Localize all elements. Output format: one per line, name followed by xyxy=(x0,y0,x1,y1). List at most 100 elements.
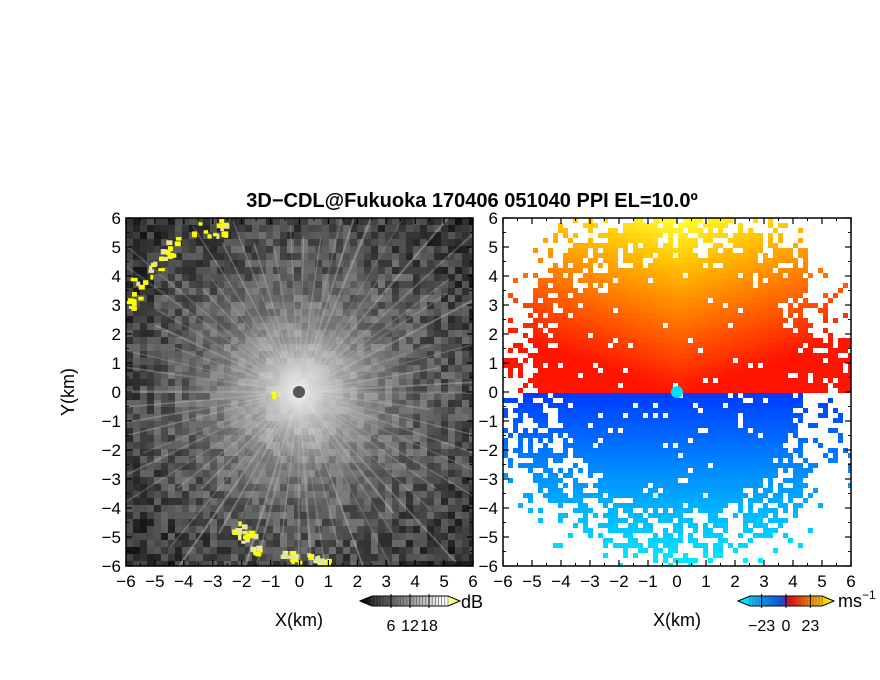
intensity-cell xyxy=(343,547,350,554)
intensity-cell xyxy=(427,477,434,484)
velocity-cell xyxy=(593,258,598,263)
velocity-cell xyxy=(598,343,603,348)
velocity-cell xyxy=(773,258,778,263)
intensity-cell xyxy=(161,288,168,295)
velocity-cell xyxy=(553,263,558,268)
intensity-cell xyxy=(154,260,161,267)
velocity-cell xyxy=(543,378,548,383)
velocity-cell xyxy=(553,288,558,293)
intensity-cell xyxy=(448,302,455,309)
velocity-cell xyxy=(563,368,568,373)
velocity-cell xyxy=(558,288,563,293)
intensity-cell xyxy=(196,260,203,267)
velocity-cell xyxy=(638,228,643,233)
velocity-cell xyxy=(783,293,788,298)
intensity-cell xyxy=(399,232,406,239)
intensity-cell xyxy=(406,519,413,526)
intensity-cell xyxy=(168,225,175,232)
intensity-cell xyxy=(182,505,189,512)
velocity-cell xyxy=(673,338,678,343)
velocity-cell xyxy=(648,328,653,333)
intensity-cell xyxy=(399,246,406,253)
velocity-cell xyxy=(658,273,663,278)
intensity-cell xyxy=(140,316,147,323)
velocity-cell xyxy=(683,408,688,413)
velocity-cell xyxy=(808,348,813,353)
velocity-cell xyxy=(578,313,583,318)
velocity-cell xyxy=(568,393,573,398)
velocity-cell xyxy=(833,383,838,388)
intensity-cell xyxy=(448,351,455,358)
intensity-cell xyxy=(350,239,357,246)
velocity-cell xyxy=(638,288,643,293)
intensity-cell xyxy=(441,225,448,232)
velocity-cell xyxy=(703,333,708,338)
intensity-cell xyxy=(357,547,364,554)
velocity-cell xyxy=(568,248,573,253)
velocity-cell xyxy=(533,433,538,438)
velocity-cell xyxy=(523,393,528,398)
velocity-cell xyxy=(588,353,593,358)
velocity-cell xyxy=(763,388,768,393)
velocity-cell xyxy=(758,243,763,248)
velocity-cell xyxy=(608,318,613,323)
velocity-cell xyxy=(608,298,613,303)
intensity-cell xyxy=(462,232,469,239)
velocity-cell xyxy=(703,318,708,323)
velocity-cell xyxy=(548,253,553,258)
velocity-cell xyxy=(733,258,738,263)
velocity-cell xyxy=(773,328,778,333)
intensity-cell xyxy=(434,295,441,302)
velocity-cell xyxy=(828,398,833,403)
velocity-cell xyxy=(583,248,588,253)
velocity-cell xyxy=(788,348,793,353)
velocity-cell xyxy=(783,278,788,283)
velocity-cell xyxy=(633,353,638,358)
intensity-cell xyxy=(126,267,133,274)
velocity-cell xyxy=(778,268,783,273)
velocity-cell xyxy=(578,353,583,358)
velocity-cell xyxy=(743,388,748,393)
intensity-cell xyxy=(217,554,224,561)
intensity-cell xyxy=(371,540,378,547)
velocity-cell xyxy=(648,248,653,253)
velocity-cell xyxy=(518,388,523,393)
velocity-cell xyxy=(558,428,563,433)
velocity-cell xyxy=(733,338,738,343)
velocity-cell xyxy=(803,288,808,293)
intensity-cell xyxy=(469,309,473,316)
velocity-cell xyxy=(708,258,713,263)
velocity-cell xyxy=(563,363,568,368)
intensity-cell xyxy=(455,358,462,365)
velocity-cell xyxy=(758,343,763,348)
intensity-cell xyxy=(126,253,133,260)
velocity-cell xyxy=(628,373,633,378)
velocity-cell xyxy=(718,333,723,338)
velocity-cell xyxy=(783,283,788,288)
velocity-cell xyxy=(668,278,673,283)
velocity-cell xyxy=(548,433,553,438)
velocity-cell xyxy=(583,278,588,283)
velocity-cell xyxy=(698,263,703,268)
velocity-cell xyxy=(723,258,728,263)
velocity-cell xyxy=(833,358,838,363)
velocity-cell xyxy=(788,403,793,408)
velocity-cell xyxy=(563,388,568,393)
velocity-cell xyxy=(748,258,753,263)
intensity-cell xyxy=(357,554,364,561)
velocity-cell xyxy=(688,273,693,278)
velocity-cell xyxy=(623,228,628,233)
velocity-cell xyxy=(838,383,843,388)
intensity-cell xyxy=(210,512,217,519)
intensity-cell xyxy=(210,253,217,260)
velocity-cell xyxy=(593,348,598,353)
velocity-cell xyxy=(643,408,648,413)
velocity-cell xyxy=(528,338,533,343)
velocity-cell xyxy=(573,288,578,293)
velocity-cell xyxy=(773,338,778,343)
intensity-cell xyxy=(126,435,133,442)
intensity-high-cell xyxy=(130,277,138,282)
intensity-cell xyxy=(126,323,133,330)
velocity-cell xyxy=(833,373,838,378)
velocity-cell xyxy=(643,433,648,438)
